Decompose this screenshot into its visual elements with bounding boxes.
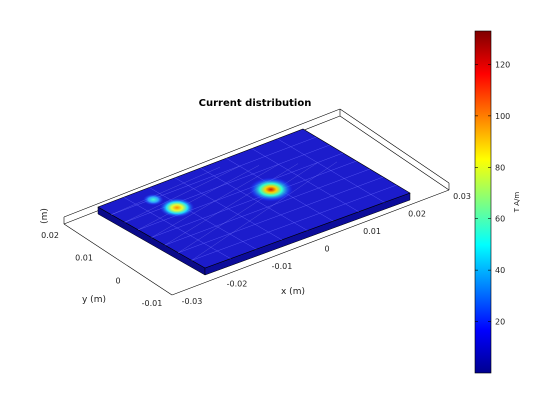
hotspot — [248, 177, 293, 202]
y-axis-label: y (m) — [82, 295, 106, 305]
x-tick-label: -0.03 — [182, 297, 203, 306]
mesh-line — [251, 148, 359, 212]
colorbar-ticks: 20 40 60 80 100 120 — [475, 60, 510, 327]
colorbar-tick-label: 80 — [495, 163, 505, 172]
x-tick-label: 0 — [324, 245, 329, 254]
y-tick-label: -0.01 — [142, 299, 163, 308]
mesh-line — [200, 167, 308, 231]
y-tick-label: 0.01 — [75, 254, 93, 263]
x-tick-label: 0.03 — [453, 192, 471, 201]
colorbar-label: T A/m — [513, 192, 521, 214]
colorbar-tick-label: 60 — [495, 215, 505, 224]
colorbar-tick-label: 40 — [495, 266, 505, 275]
mesh-diagonal — [191, 161, 338, 261]
x-tick-label: -0.02 — [227, 280, 248, 289]
y-tick-label: 0.02 — [41, 231, 59, 240]
mesh-line — [164, 168, 370, 246]
colorbar — [474, 30, 492, 374]
x-axis-label: x (m) — [281, 287, 305, 297]
y-tick-label: 0 — [115, 276, 120, 285]
mesh-diagonal — [164, 163, 299, 246]
mesh-diagonal — [111, 166, 221, 215]
hotspot-layer — [143, 177, 293, 218]
x-tick-label: -0.01 — [272, 262, 293, 271]
chart-title: Current distribution — [199, 98, 312, 109]
hotspot — [143, 193, 164, 206]
y-tick-labels: 0.02 0.01 0 -0.01 — [41, 231, 162, 308]
mesh-diagonal — [138, 165, 260, 231]
x-tick-labels: -0.03 -0.02 -0.01 0 0.01 0.02 0.03 — [182, 192, 471, 306]
colorbar-tick-label: 20 — [495, 318, 505, 327]
mesh-line — [191, 184, 397, 261]
hotspot — [159, 198, 195, 218]
colorbar-tick-label: 120 — [495, 60, 510, 69]
mesh-overlay — [111, 136, 397, 261]
mesh-line — [277, 138, 385, 203]
x-tick-label: 0.01 — [363, 227, 381, 236]
mesh-diagonal — [124, 166, 240, 223]
x-tick-label: 0.02 — [408, 210, 426, 219]
z-axis-label: (m) — [40, 208, 50, 224]
slab-top-face — [97, 128, 411, 269]
mesh-line — [178, 176, 384, 253]
colorbar-tick-label: 100 — [495, 112, 510, 121]
mesh-diagonal — [178, 162, 318, 253]
